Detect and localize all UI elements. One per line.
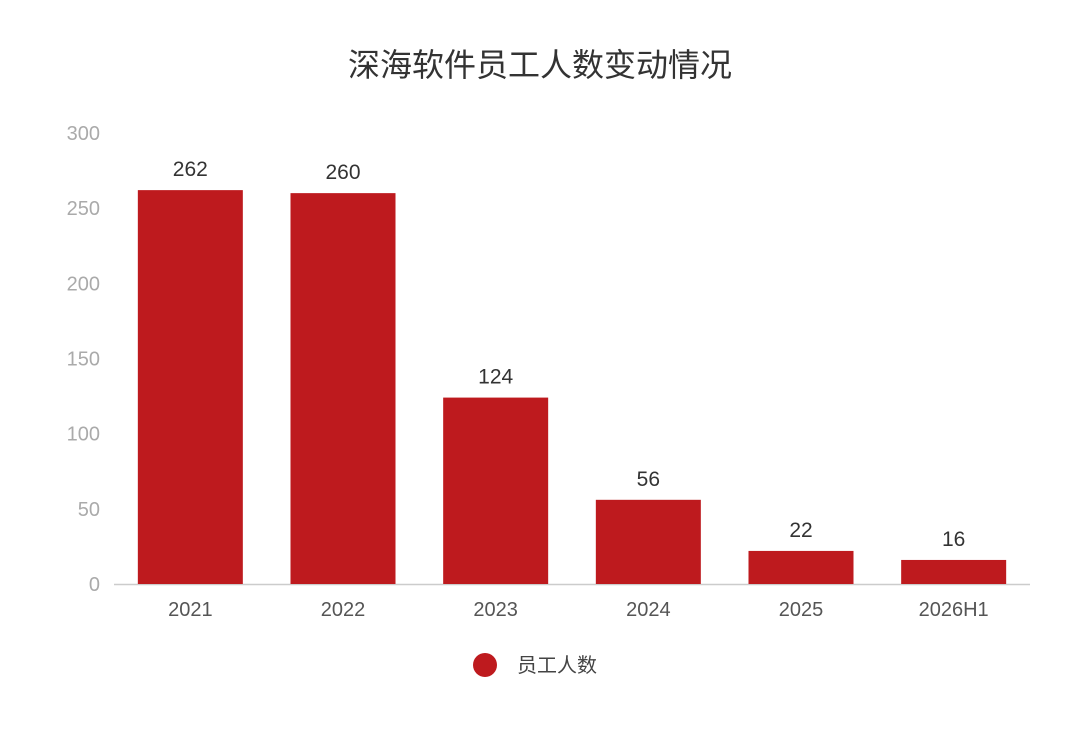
y-tick-label: 150 bbox=[67, 349, 100, 371]
data-label: 262 bbox=[173, 158, 208, 181]
data-label: 124 bbox=[478, 366, 513, 389]
y-tick-label: 250 bbox=[67, 198, 100, 220]
x-tick-label: 2026H1 bbox=[919, 599, 989, 621]
bar bbox=[748, 550, 854, 584]
y-tick-label: 300 bbox=[67, 123, 100, 145]
y-tick-label: 200 bbox=[67, 273, 100, 295]
bar bbox=[901, 559, 1007, 584]
y-tick-label: 50 bbox=[78, 499, 100, 521]
bar bbox=[137, 190, 243, 585]
data-label: 16 bbox=[942, 528, 965, 551]
x-tick-label: 2021 bbox=[168, 599, 213, 621]
x-tick-label: 2025 bbox=[779, 599, 824, 621]
x-tick-label: 2023 bbox=[473, 599, 518, 621]
data-label: 56 bbox=[637, 468, 660, 491]
legend-marker bbox=[473, 653, 497, 677]
x-tick-label: 2022 bbox=[321, 599, 366, 621]
bar bbox=[595, 499, 701, 584]
data-label: 260 bbox=[325, 161, 360, 184]
chart-title: 深海软件员工人数变动情况 bbox=[347, 46, 732, 84]
bar bbox=[443, 397, 549, 584]
bar bbox=[290, 193, 396, 584]
y-tick-label: 100 bbox=[67, 424, 100, 446]
x-tick-label: 2024 bbox=[626, 599, 671, 621]
y-tick-label: 0 bbox=[89, 574, 100, 596]
legend-label: 员工人数 bbox=[517, 653, 597, 677]
data-label: 22 bbox=[789, 519, 812, 542]
